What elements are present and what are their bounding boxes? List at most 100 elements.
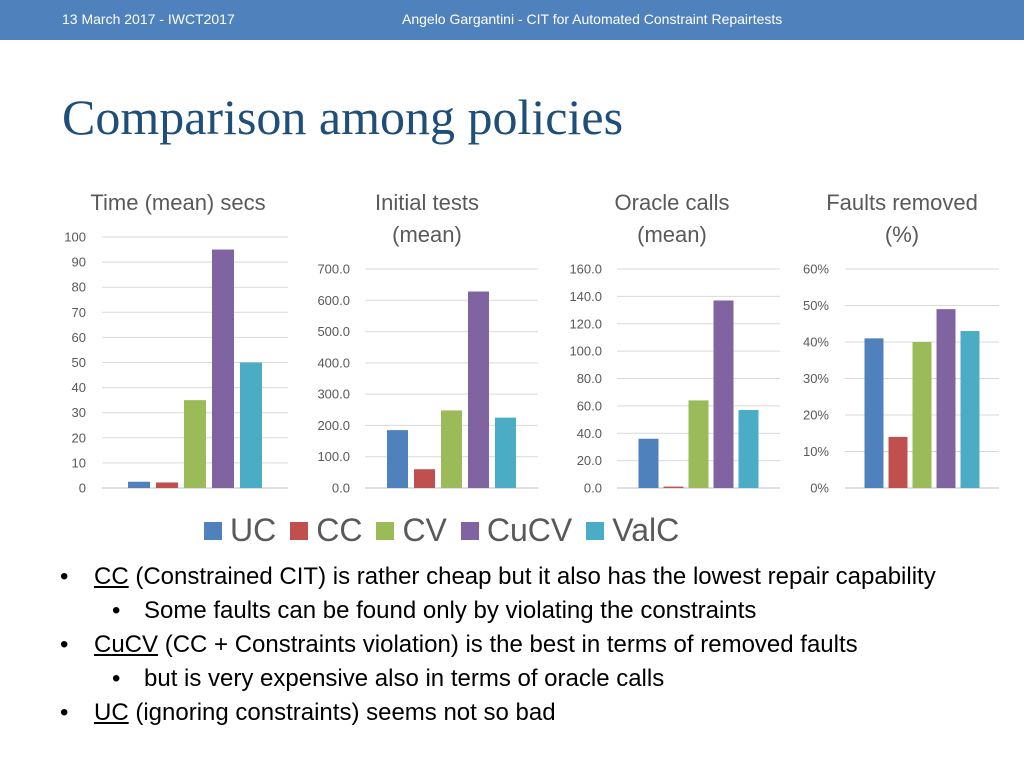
y-tick-label: 20	[72, 430, 86, 445]
legend-label: CuCV	[486, 512, 573, 548]
bullet-description: but is very expensive also in terms of o…	[144, 665, 665, 692]
y-tick-label: 30%	[803, 371, 829, 386]
y-tick-label: 50%	[803, 298, 829, 313]
legend-item-valc: ValC	[586, 512, 679, 549]
legend-swatch	[204, 521, 222, 540]
y-tick-label: 50	[72, 355, 86, 370]
bar-valc	[495, 417, 516, 488]
bullet-description: (Constrained CIT) is rather cheap but it…	[128, 563, 936, 590]
chart-1: Time (mean) secs 0 10 20 30 40 50 60 70 80 90 100	[64, 190, 288, 496]
y-tick-label: 0	[79, 481, 86, 496]
sub-bullet-item: • Some faults can be found only by violat…	[60, 594, 1020, 628]
bullet-list: • CC (Constrained CIT) is rather cheap bu…	[60, 560, 1020, 730]
legend-swatch	[290, 521, 309, 540]
y-tick-label: 140.0	[569, 289, 602, 304]
sub-bullet-item: • but is very expensive also in terms of …	[60, 662, 1020, 696]
bullet-item: • CuCV (CC + Constraints violation) is th…	[60, 628, 1020, 662]
slide-title: Comparison among policies	[62, 89, 624, 145]
legend-label: CC	[316, 512, 363, 548]
y-tick-label: 400.0	[317, 355, 350, 370]
bar-cucv	[212, 249, 234, 488]
bar-uc	[864, 338, 884, 488]
bullet-item: • CC (Constrained CIT) is rather cheap bu…	[60, 560, 1020, 594]
bullet-term: CuCV	[94, 631, 159, 658]
bullet-text: CC (Constrained CIT) is rather cheap but…	[94, 560, 936, 594]
chart-legend: UC CC CV CuCV ValC	[204, 512, 693, 549]
bullet-description: (ignoring constraints) seems not so bad	[128, 699, 556, 726]
bullet-dot-icon: •	[112, 665, 121, 692]
y-tick-label: 10	[72, 455, 86, 470]
chart-3: Oracle calls (mean) 0.0 20.0 40.0 60.0 80.0 100…	[569, 190, 780, 496]
y-tick-label: 60%	[803, 262, 829, 277]
bar-cucv	[713, 300, 734, 488]
legend-item-uc: UC	[204, 512, 276, 549]
chart-4: Faults removed (%) 0% 10% 20% 30% 40% 50% 60%	[803, 190, 999, 496]
y-tick-label: 700.0	[317, 262, 350, 277]
legend-item-cucv: CuCV	[460, 512, 573, 549]
bullet-text: CuCV (CC + Constraints violation) is the…	[94, 628, 858, 662]
y-tick-label: 20%	[803, 408, 829, 423]
y-tick-label: 0.0	[584, 481, 602, 496]
y-tick-label: 80.0	[577, 371, 602, 386]
y-tick-label: 40%	[803, 335, 829, 350]
y-tick-label: 70	[72, 305, 86, 320]
y-tick-label: 20.0	[577, 453, 602, 468]
bullet-term: CC	[94, 563, 129, 590]
legend-swatch	[460, 521, 479, 540]
y-tick-label: 300.0	[317, 387, 350, 402]
bullet-description: (CC + Constraints violation) is the best…	[158, 631, 858, 658]
legend-swatch	[376, 521, 395, 540]
bullet-dot-icon: •	[60, 631, 69, 658]
y-tick-label: 60	[72, 330, 86, 345]
y-tick-label: 600.0	[317, 293, 350, 308]
y-tick-label: 60.0	[577, 398, 602, 413]
legend-label: CV	[402, 512, 447, 548]
header-author: Angelo Gargantini - CIT for Automated Co…	[402, 11, 783, 27]
chart-title-line: Oracle calls	[615, 190, 730, 215]
y-tick-label: 40.0	[577, 426, 602, 441]
chart-2: Initial tests (mean) 0.0 100.0 200.0 300.0 400…	[317, 190, 538, 496]
bar-valc	[960, 331, 980, 488]
y-tick-label: 200.0	[317, 418, 350, 433]
bullet-dot-icon: •	[60, 699, 69, 726]
chart-title-line: Time (mean) secs	[90, 190, 265, 215]
legend-label: ValC	[612, 512, 680, 548]
header-bar: 13 March 2017 - IWCT2017 Angelo Garganti…	[0, 0, 1024, 40]
bar-cv	[912, 342, 932, 488]
bullet-text: Some faults can be found only by violati…	[144, 594, 756, 628]
bar-cc	[663, 486, 684, 488]
bullet-description: Some faults can be found only by violati…	[144, 597, 757, 624]
charts-area: Time (mean) secs 0 10 20 30 40 50 60 70 80 90 100 In…	[64, 190, 999, 496]
legend-item-cc: CC	[290, 512, 362, 549]
chart-title-line: (mean)	[392, 222, 462, 247]
chart-title-line: Initial tests	[375, 190, 479, 215]
y-tick-label: 30	[72, 405, 86, 420]
bullet-term: UC	[94, 699, 129, 726]
legend-item-cv: CV	[376, 512, 447, 549]
bar-cucv	[936, 309, 956, 488]
legend-swatch	[586, 521, 605, 540]
bar-cc	[888, 436, 908, 488]
y-tick-label: 0.0	[332, 481, 350, 496]
chart-title-line: Faults removed	[826, 190, 978, 215]
bar-cc	[156, 482, 178, 488]
y-tick-label: 500.0	[317, 324, 350, 339]
bullet-item: • UC (ignoring constraints) seems not so …	[60, 696, 1020, 730]
bar-valc	[240, 362, 262, 488]
bar-cucv	[468, 291, 489, 488]
bar-cv	[441, 410, 462, 488]
bar-uc	[387, 430, 408, 488]
chart-title-line: (%)	[885, 222, 919, 247]
y-tick-label: 40	[72, 380, 86, 395]
y-tick-label: 100	[64, 230, 86, 245]
bullet-dot-icon: •	[60, 563, 69, 590]
bar-uc	[638, 438, 659, 488]
y-tick-label: 0%	[810, 481, 829, 496]
bullet-text: UC (ignoring constraints) seems not so b…	[94, 696, 556, 730]
y-tick-label: 100.0	[317, 449, 350, 464]
y-tick-label: 100.0	[569, 344, 602, 359]
y-tick-label: 120.0	[569, 316, 602, 331]
bar-cv	[688, 400, 709, 488]
y-tick-label: 10%	[803, 444, 829, 459]
bar-cc	[414, 469, 435, 488]
